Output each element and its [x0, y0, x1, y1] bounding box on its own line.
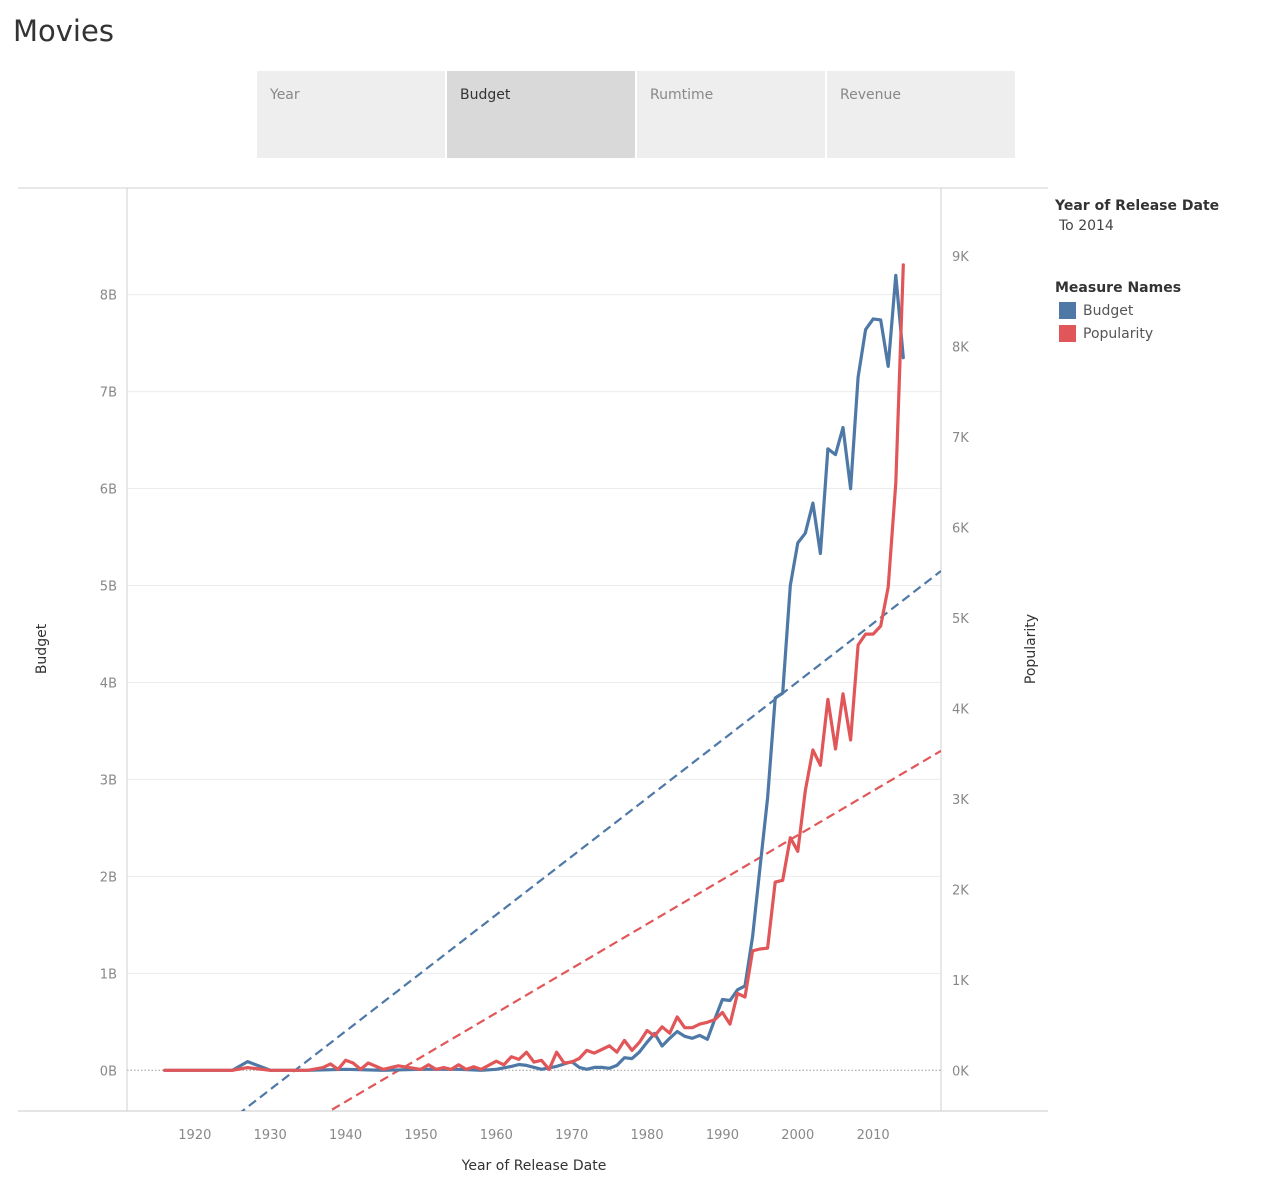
y-tick-label: 1B	[100, 967, 117, 982]
x-tick-label: 1990	[706, 1128, 739, 1143]
y-tick-label: 4B	[100, 676, 117, 691]
page-title: Movies	[13, 14, 114, 48]
y2-tick-label: 5K	[952, 612, 969, 627]
gridlines	[127, 294, 941, 1071]
x-tick-label: 1960	[480, 1128, 513, 1143]
legend-item-popularity[interactable]: Popularity	[1059, 325, 1219, 342]
plot-frame	[18, 187, 1048, 1112]
legend-swatch-popularity	[1059, 325, 1076, 342]
y2-tick-label: 3K	[952, 793, 969, 808]
y2-axis-label: Popularity	[1023, 614, 1039, 684]
legend-label-popularity: Popularity	[1083, 325, 1154, 342]
tab-revenue[interactable]: Revenue	[827, 71, 1015, 158]
filter-title: Year of Release Date	[1055, 198, 1220, 214]
right-axis-ticks: 0K 1K 2K 3K 4K 5K 6K 7K 8K 9K	[952, 250, 969, 1079]
y2-tick-label: 7K	[952, 431, 969, 446]
y-tick-label: 0B	[100, 1064, 117, 1079]
legend-swatch-budget	[1059, 302, 1076, 319]
x-tick-label: 1980	[631, 1128, 664, 1143]
x-tick-label: 1930	[254, 1128, 287, 1143]
y2-tick-label: 8K	[952, 340, 969, 355]
series-line-popularity	[163, 263, 905, 1072]
x-tick-label: 1970	[555, 1128, 588, 1143]
tab-budget[interactable]: Budget	[447, 71, 635, 158]
y-tick-label: 3B	[100, 773, 117, 788]
y-tick-label: 2B	[100, 870, 117, 885]
legend-item-budget[interactable]: Budget	[1059, 302, 1219, 319]
x-axis-label: Year of Release Date	[461, 1158, 607, 1174]
series-line-budget	[163, 273, 905, 1072]
x-axis-ticks: 1920 1930 1940 1950 1960 1970 1980 1990 2000 2010	[178, 1128, 889, 1143]
y2-tick-label: 9K	[952, 250, 969, 265]
y2-tick-label: 1K	[952, 974, 969, 989]
legend: Year of Release Date To 2014 Measure Nam…	[1055, 198, 1219, 342]
trend-line-popularity	[327, 749, 941, 1111]
y-tick-label: 6B	[100, 483, 117, 498]
y-axis-label: Budget	[34, 623, 50, 674]
y2-tick-label: 6K	[952, 521, 969, 536]
x-tick-label: 1950	[404, 1128, 437, 1143]
legend-label-budget: Budget	[1083, 302, 1134, 319]
trend-lines	[240, 570, 941, 1111]
measure-tabs: Year Budget Rumtime Revenue	[257, 71, 1015, 158]
left-axis-ticks: 0B 1B 2B 3B 4B 5B 6B 7B 8B	[100, 289, 117, 1080]
y2-tick-label: 2K	[952, 883, 969, 898]
y2-tick-label: 4K	[952, 702, 969, 717]
tab-runtime[interactable]: Rumtime	[637, 71, 825, 158]
y-tick-label: 5B	[100, 580, 117, 595]
x-tick-label: 1940	[329, 1128, 362, 1143]
trend-line-budget	[240, 570, 941, 1111]
series-lines	[163, 263, 905, 1072]
x-tick-label: 1920	[178, 1128, 211, 1143]
x-tick-label: 2000	[781, 1128, 814, 1143]
measure-names-title: Measure Names	[1055, 280, 1182, 296]
x-tick-label: 2010	[857, 1128, 890, 1143]
y2-tick-label: 0K	[952, 1064, 969, 1079]
filter-value[interactable]: To 2014	[1059, 218, 1114, 234]
tab-year[interactable]: Year	[257, 71, 445, 158]
y-tick-label: 8B	[100, 289, 117, 304]
y-tick-label: 7B	[100, 386, 117, 401]
